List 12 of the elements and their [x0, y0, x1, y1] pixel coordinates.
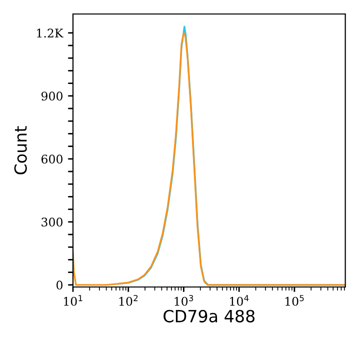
x-tick-label: 10$^{4}$	[230, 295, 249, 306]
x-tick-label: 10$^{5}$	[285, 295, 304, 306]
x-axis-title: CD79a 488	[164, 310, 255, 322]
x-tick-label: 10$^{1}$	[64, 295, 82, 306]
x-tick-label: 10$^{2}$	[119, 294, 138, 306]
y-tick-label: 300	[42, 218, 62, 227]
y-tick-label: 1.2K	[37, 28, 64, 38]
x-tick-label: 10$^{3}$	[174, 294, 194, 306]
y-axis-title: Count	[14, 126, 27, 174]
y-tick-label: 900	[41, 92, 62, 101]
y-tick-label: 0	[56, 280, 62, 290]
y-tick-label: 600	[42, 154, 62, 164]
